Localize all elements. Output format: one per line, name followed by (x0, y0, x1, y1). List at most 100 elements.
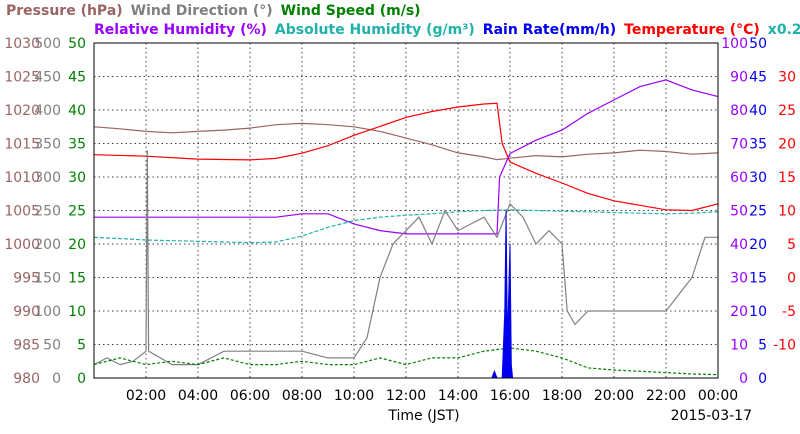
wind_direction-tick: 350 (34, 137, 61, 153)
temperature-series (93, 102, 719, 212)
temperature-tick: 25 (778, 103, 796, 119)
wind-speed-series (93, 347, 719, 376)
title-part: Rain Rate(mm/h) (483, 22, 616, 38)
series-group (93, 79, 719, 379)
title-part: x0.2 (768, 22, 800, 38)
wind_direction-tick: 250 (34, 204, 61, 220)
x-axis-label: Time (JST) (387, 408, 459, 424)
wind_speed-tick: 50 (68, 36, 86, 52)
x-tick: 10:00 (334, 388, 374, 404)
relative-humidity-series (94, 79, 719, 235)
temperature-tick: 20 (778, 137, 796, 153)
rain_rate-tick: 35 (749, 137, 767, 153)
plot-frame (93, 42, 719, 379)
relative_humidity-tick: 30 (730, 271, 748, 287)
rain_rate-tick: 15 (749, 271, 767, 287)
x-tick: 06:00 (230, 388, 270, 404)
relative_humidity-tick: 0 (739, 371, 748, 387)
wind_direction-tick: 500 (34, 36, 61, 52)
rain_rate-tick: 25 (749, 204, 767, 220)
temperature-tick: -5 (782, 304, 796, 320)
rain_rate-tick: 0 (758, 371, 767, 387)
pressure-tick: 1020 (4, 103, 40, 119)
temperature-tick: 5 (787, 237, 796, 253)
rain_rate-tick: 40 (749, 103, 767, 119)
rain-rate-series (491, 210, 514, 379)
wind_direction-tick: 450 (34, 70, 61, 86)
wind_direction-tick: 200 (34, 237, 61, 253)
rain_rate-tick: 30 (749, 170, 767, 186)
wind_speed-tick: 25 (68, 204, 86, 220)
relative_humidity-tick: 40 (730, 237, 748, 253)
wind_direction-tick: 300 (34, 170, 61, 186)
rain_rate-tick: 10 (749, 304, 767, 320)
wind_speed-tick: 5 (77, 338, 86, 354)
relative_humidity-tick: 20 (730, 304, 748, 320)
pressure-tick: 1000 (4, 237, 40, 253)
wind_speed-tick: 40 (68, 103, 86, 119)
wind_speed-tick: 10 (68, 304, 86, 320)
pressure-tick: 1010 (4, 170, 40, 186)
temperature-tick: 0 (787, 271, 796, 287)
pressure-tick: 980 (13, 371, 40, 387)
x-tick: 00:00 (698, 388, 738, 404)
date-label: 2015-03-17 (671, 408, 752, 424)
rain_rate-tick: 5 (758, 338, 767, 354)
pressure-tick: 985 (13, 338, 40, 354)
wind_direction-tick: 400 (34, 103, 61, 119)
title-part: Pressure (hPa) (6, 3, 123, 19)
title-row: Relative Humidity (%) Absolute Humidity (… (94, 22, 800, 38)
relative_humidity-tick: 70 (730, 137, 748, 153)
x-tick: 04:00 (178, 388, 218, 404)
x-tick: 18:00 (542, 388, 582, 404)
wind_direction-tick: 50 (43, 338, 61, 354)
x-tick: 12:00 (386, 388, 426, 404)
relative_humidity-tick: 50 (730, 204, 748, 220)
absolute-humidity-series (93, 209, 719, 244)
pressure-tick: 1030 (4, 36, 40, 52)
relative_humidity-tick: 10 (730, 338, 748, 354)
wind-direction-series (93, 150, 718, 366)
wind_direction-tick: 150 (34, 271, 61, 287)
x-tick: 02:00 (126, 388, 166, 404)
temperature-tick: -10 (773, 338, 796, 354)
relative_humidity-tick: 90 (730, 70, 748, 86)
title-row: Pressure (hPa) Wind Direction (°) Wind Spe… (6, 3, 421, 19)
rain_rate-tick: 20 (749, 237, 767, 253)
wind_speed-tick: 45 (68, 70, 86, 86)
title-part: Relative Humidity (%) (94, 22, 267, 38)
pressure-series (93, 122, 719, 161)
relative_humidity-tick: 60 (730, 170, 748, 186)
plot-grid (94, 43, 718, 379)
rain_rate-tick: 50 (749, 36, 767, 52)
title-part: Wind Direction (°) (131, 3, 273, 19)
pressure-tick: 990 (13, 304, 40, 320)
x-tick: 14:00 (438, 388, 478, 404)
x-tick: 08:00 (282, 388, 322, 404)
wind_speed-tick: 15 (68, 271, 86, 287)
pressure-tick: 1005 (4, 204, 40, 220)
temperature-tick: 10 (778, 204, 796, 220)
relative_humidity-tick: 80 (730, 103, 748, 119)
wind_speed-tick: 30 (68, 170, 86, 186)
wind_speed-tick: 0 (77, 371, 86, 387)
pressure-tick: 995 (13, 271, 40, 287)
pressure-tick: 1025 (4, 70, 40, 86)
title-part: Temperature (°C) (624, 22, 760, 38)
x-axis: 02:00 04:00 06:00 08:00 10:00 12:00 14:00 16:00… (126, 388, 738, 404)
rain_rate-tick: 45 (749, 70, 767, 86)
wind_speed-tick: 20 (68, 237, 86, 253)
wind_direction-tick: 0 (52, 371, 61, 387)
wind_direction-tick: 100 (34, 304, 61, 320)
x-tick: 20:00 (594, 388, 634, 404)
title-part: Absolute Humidity (g/m³) (275, 22, 475, 38)
x-tick: 22:00 (646, 388, 686, 404)
chart-title: Pressure (hPa) Wind Direction (°) Wind Spe… (6, 3, 800, 38)
right-axes: 1009080706050403020100504540353025201510… (721, 36, 796, 387)
temperature-tick: 30 (778, 70, 796, 86)
wind_speed-tick: 35 (68, 137, 86, 153)
title-part: Wind Speed (m/s) (281, 3, 421, 19)
temperature-tick: 15 (778, 170, 796, 186)
relative_humidity-tick: 100 (721, 36, 748, 52)
